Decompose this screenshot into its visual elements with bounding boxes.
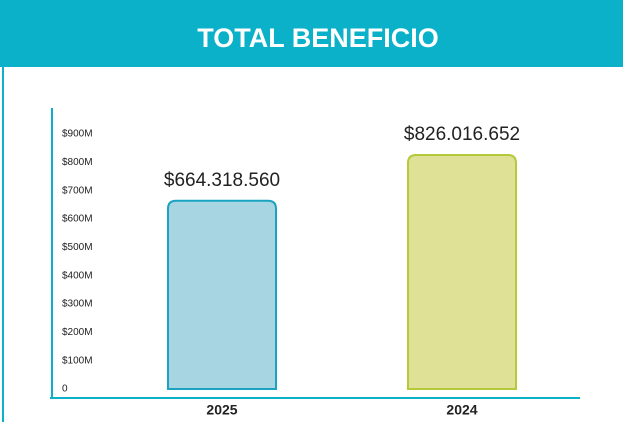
value-label: $664.318.560 (164, 170, 280, 191)
header-band (0, 0, 623, 65)
y-tick-label: $700M (62, 185, 93, 196)
y-tick-label: $200M (62, 327, 93, 338)
y-tick-label: $500M (62, 242, 93, 253)
y-tick-label: $400M (62, 270, 93, 281)
y-tick-label: $900M (62, 129, 93, 140)
x-tick-label: 2024 (446, 402, 477, 418)
value-label: $826.016.652 (404, 124, 520, 145)
bar (167, 199, 277, 390)
bar (407, 153, 517, 390)
x-tick-label: 2025 (206, 402, 237, 418)
y-tick-label: $300M (62, 299, 93, 310)
y-tick-label: 0 (62, 384, 68, 395)
y-tick-label: $800M (62, 157, 93, 168)
y-tick-label: $600M (62, 214, 93, 225)
chart-title: TOTAL BENEFICIO (197, 23, 439, 53)
y-tick-label: $100M (62, 355, 93, 366)
